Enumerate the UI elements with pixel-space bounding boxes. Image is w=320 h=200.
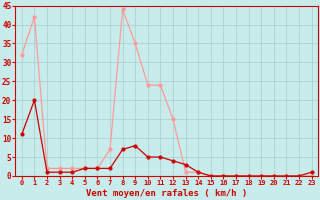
X-axis label: Vent moyen/en rafales ( km/h ): Vent moyen/en rafales ( km/h ) bbox=[86, 189, 247, 198]
